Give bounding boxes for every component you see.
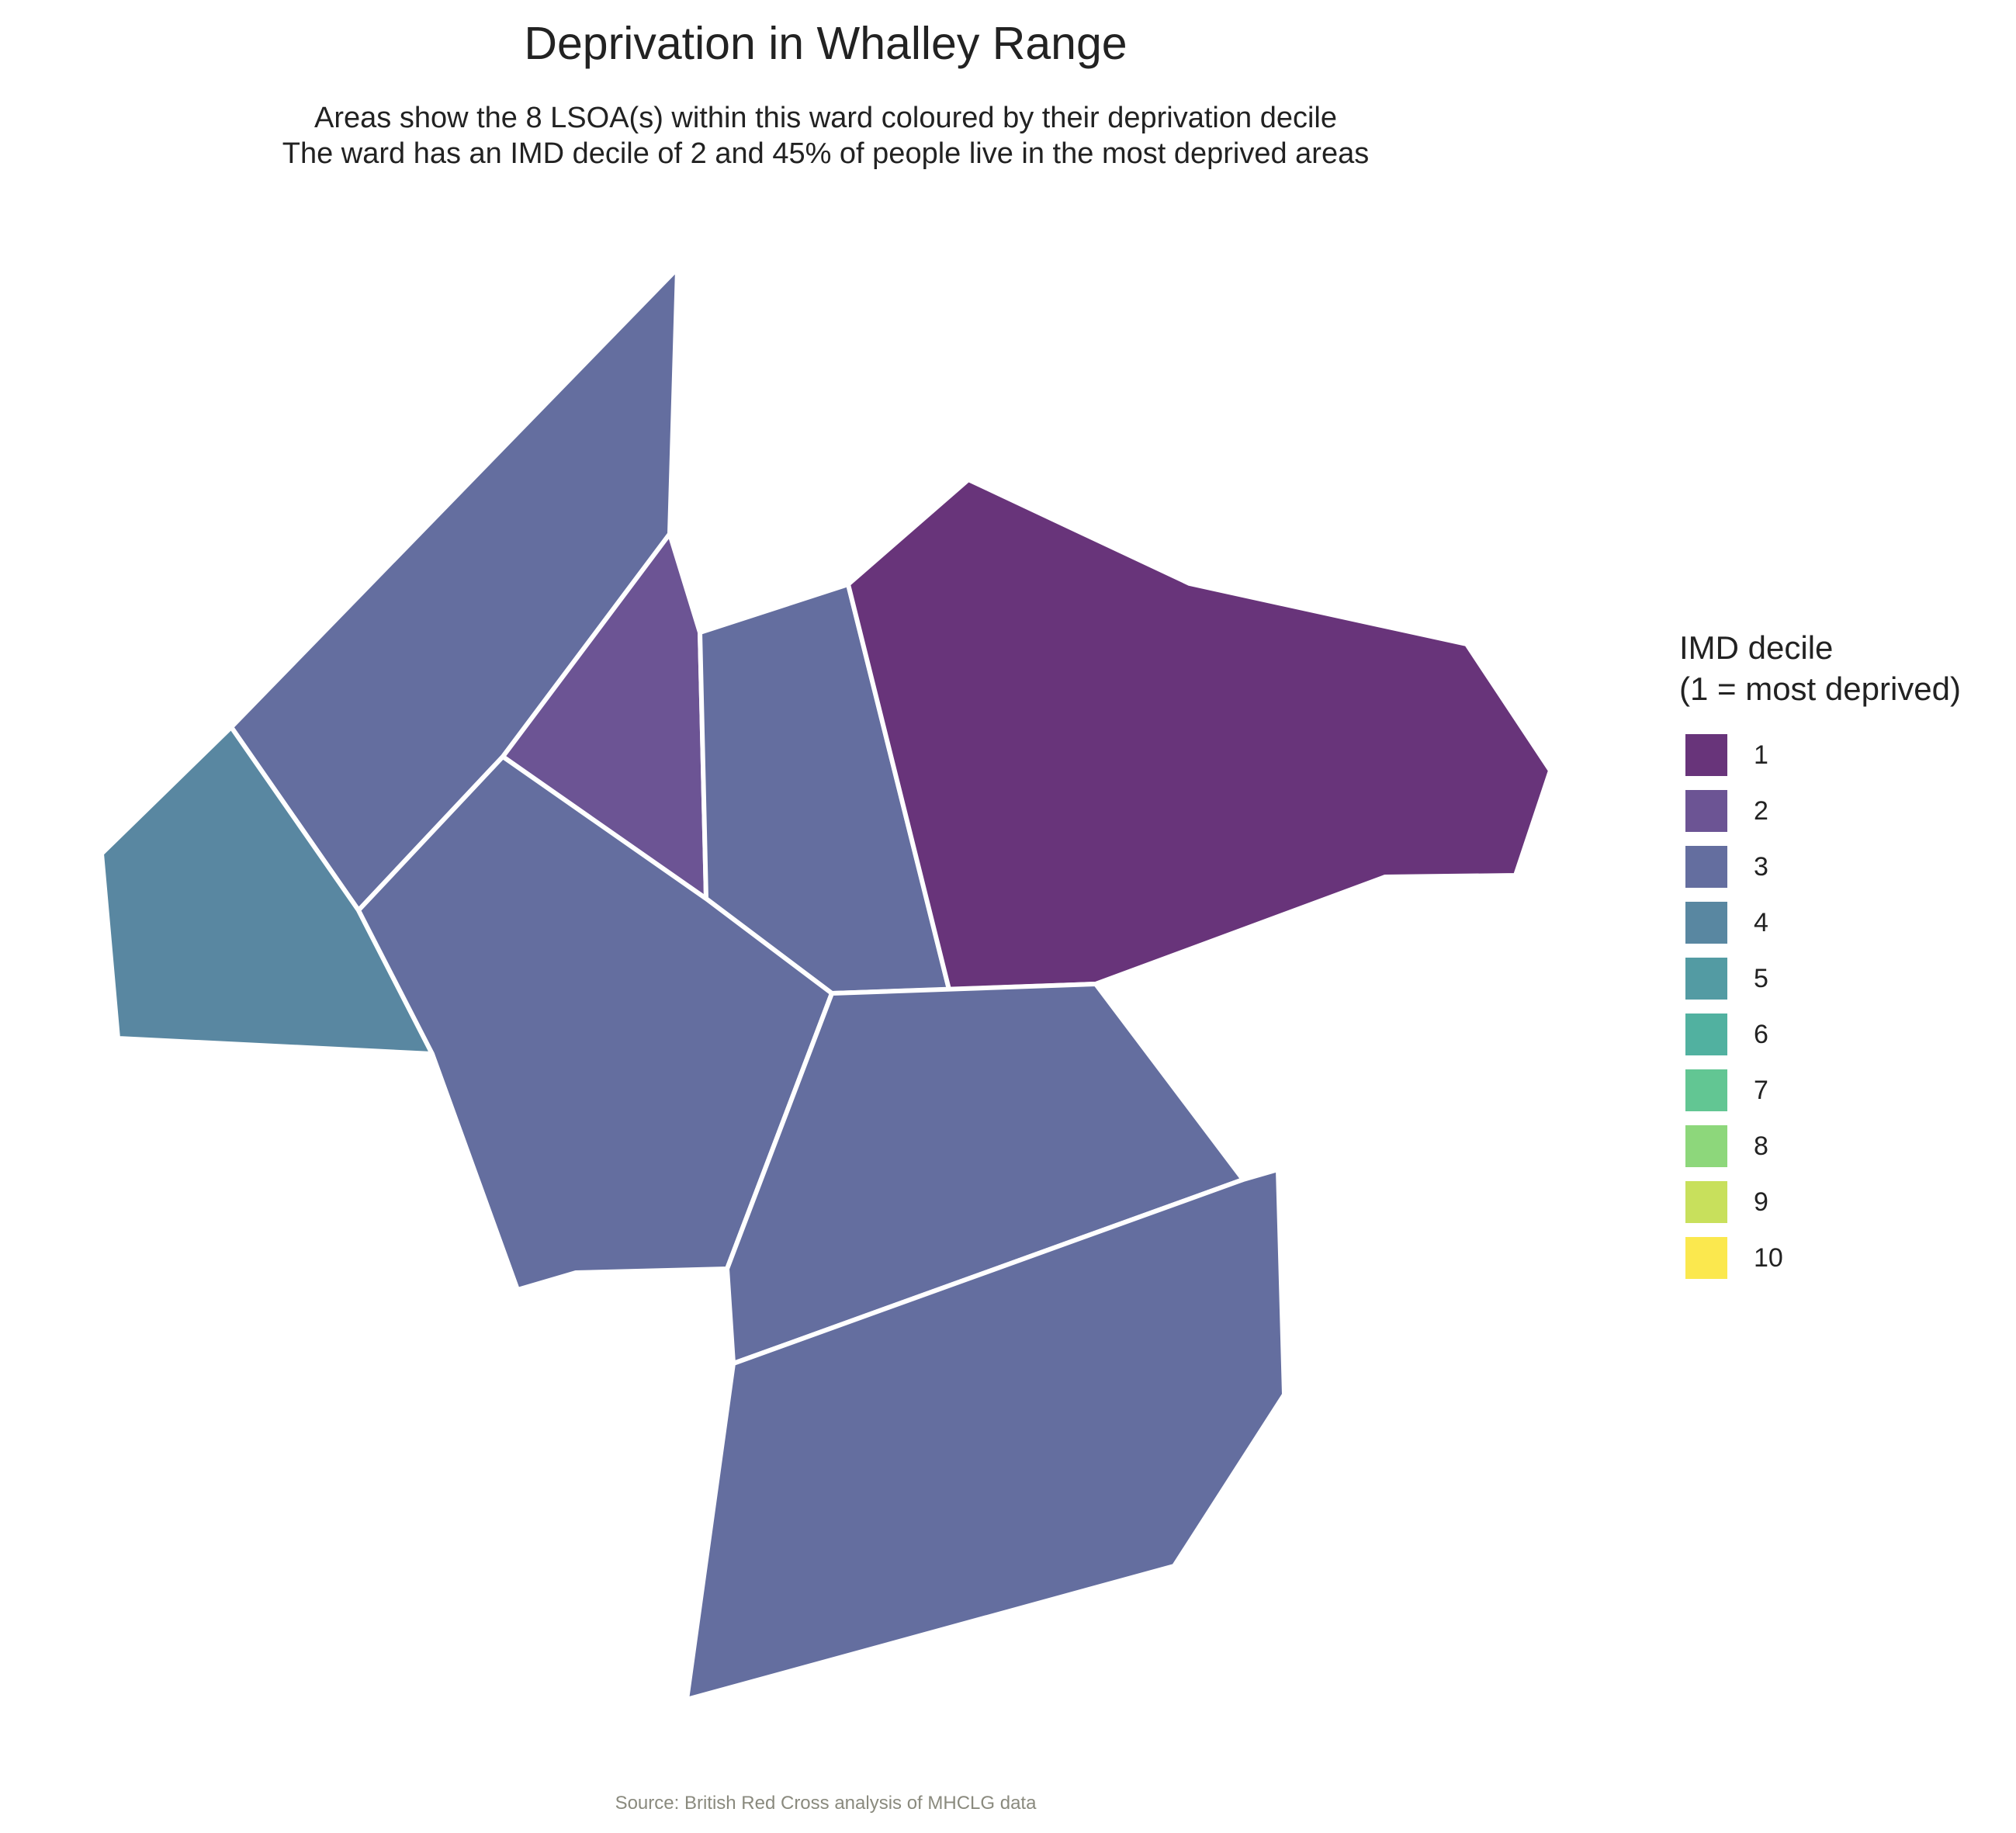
legend-item-5: 5 (1685, 958, 1841, 1001)
lsoa-south[interactable] (684, 1167, 1287, 1702)
legend-label: 7 (1754, 1076, 1768, 1105)
legend-swatch (1685, 958, 1727, 1000)
legend-item-4: 4 (1685, 902, 1841, 945)
legend-label: 4 (1754, 908, 1768, 937)
legend-swatch (1685, 1014, 1727, 1055)
legend-item-10: 10 (1685, 1237, 1841, 1280)
legend-item-6: 6 (1685, 1014, 1841, 1057)
legend-title-line-2: (1 = most deprived) (1679, 670, 1961, 707)
subtitle-line-1: Areas show the 8 LSOA(s) within this war… (314, 102, 1337, 134)
legend-label: 6 (1754, 1020, 1768, 1049)
legend-title-line-1: IMD decile (1679, 629, 1834, 666)
legend-item-3: 3 (1685, 846, 1841, 889)
legend-swatch (1685, 1125, 1727, 1167)
legend-swatch (1685, 1181, 1727, 1223)
legend-item-7: 7 (1685, 1069, 1841, 1113)
page-title: Deprivation in Whalley Range (524, 18, 1128, 69)
legend-item-1: 1 (1685, 734, 1841, 778)
legend-swatch (1685, 734, 1727, 776)
legend-label: 1 (1754, 740, 1768, 770)
lsoa-west[interactable] (99, 725, 435, 1056)
legend-swatch (1685, 846, 1727, 888)
legend-title: IMD decile (1 = most deprived) (1679, 627, 1961, 709)
legend-label: 5 (1754, 964, 1768, 993)
legend-item-2: 2 (1685, 790, 1841, 833)
legend-item-9: 9 (1685, 1181, 1841, 1225)
legend-swatch (1685, 1069, 1727, 1111)
legend-label: 9 (1754, 1187, 1768, 1217)
lsoa-central-west[interactable] (356, 754, 834, 1292)
legend-label: 8 (1754, 1131, 1768, 1161)
legend-label: 10 (1754, 1243, 1783, 1273)
source-caption: Source: British Red Cross analysis of MH… (615, 1793, 1037, 1814)
legend-swatch (1685, 902, 1727, 944)
legend-swatch (1685, 790, 1727, 832)
subtitle-line-2: The ward has an IMD decile of 2 and 45% … (282, 137, 1370, 170)
lsoa-northeast[interactable] (846, 477, 1553, 992)
legend-label: 2 (1754, 796, 1768, 826)
legend-swatch (1685, 1237, 1727, 1279)
legend-item-8: 8 (1685, 1125, 1841, 1169)
legend-label: 3 (1754, 852, 1768, 882)
